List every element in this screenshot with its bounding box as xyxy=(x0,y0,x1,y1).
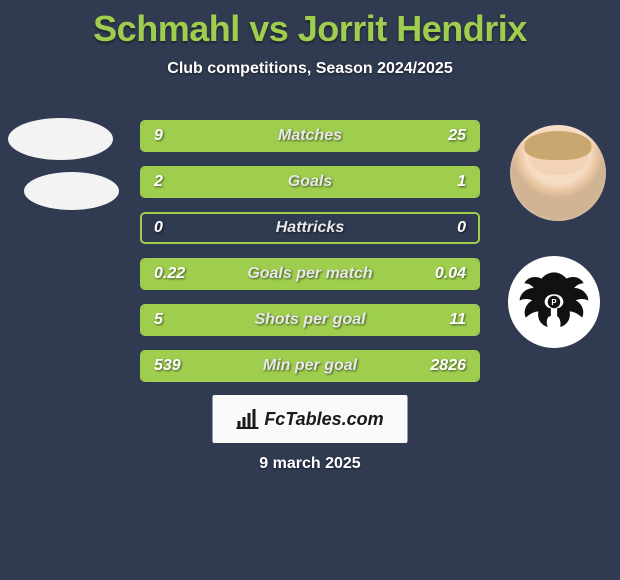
stat-row: 5Shots per goal11 xyxy=(140,304,480,336)
stat-label: Goals per match xyxy=(212,265,408,283)
stat-label: Shots per goal xyxy=(212,311,408,329)
date-text: 9 march 2025 xyxy=(0,455,620,473)
stat-value-left: 0.22 xyxy=(142,265,212,283)
stat-value-left: 0 xyxy=(142,219,212,237)
eagle-crest-icon: P xyxy=(515,263,593,341)
player2-avatar xyxy=(510,125,606,221)
stat-value-right: 1 xyxy=(408,173,478,191)
stat-row: 539Min per goal2826 xyxy=(140,350,480,382)
stat-value-right: 25 xyxy=(408,127,478,145)
stat-row: 9Matches25 xyxy=(140,120,480,152)
player1-club-placeholder xyxy=(24,172,119,210)
stat-value-left: 5 xyxy=(142,311,212,329)
stat-value-left: 2 xyxy=(142,173,212,191)
stat-value-left: 539 xyxy=(142,357,212,375)
page-title: Schmahl vs Jorrit Hendrix xyxy=(0,0,620,50)
page-subtitle: Club competitions, Season 2024/2025 xyxy=(0,60,620,78)
stat-value-right: 11 xyxy=(408,311,478,329)
stat-label: Matches xyxy=(212,127,408,145)
stat-label: Hattricks xyxy=(212,219,408,237)
stat-label: Min per goal xyxy=(212,357,408,375)
fctables-badge: FcTables.com xyxy=(213,395,408,443)
stat-row: 0Hattricks0 xyxy=(140,212,480,244)
stat-row: 0.22Goals per match0.04 xyxy=(140,258,480,290)
bar-chart-icon xyxy=(236,409,258,429)
fctables-text: FcTables.com xyxy=(264,409,383,430)
stat-value-right: 0.04 xyxy=(408,265,478,283)
stat-row: 2Goals1 xyxy=(140,166,480,198)
stat-label: Goals xyxy=(212,173,408,191)
stats-container: 9Matches252Goals10Hattricks00.22Goals pe… xyxy=(140,120,480,396)
player1-avatar-placeholder xyxy=(8,118,113,160)
svg-text:P: P xyxy=(551,298,556,307)
stat-value-right: 0 xyxy=(408,219,478,237)
stat-value-right: 2826 xyxy=(408,357,478,375)
stat-value-left: 9 xyxy=(142,127,212,145)
player2-club-logo: P xyxy=(508,256,600,348)
